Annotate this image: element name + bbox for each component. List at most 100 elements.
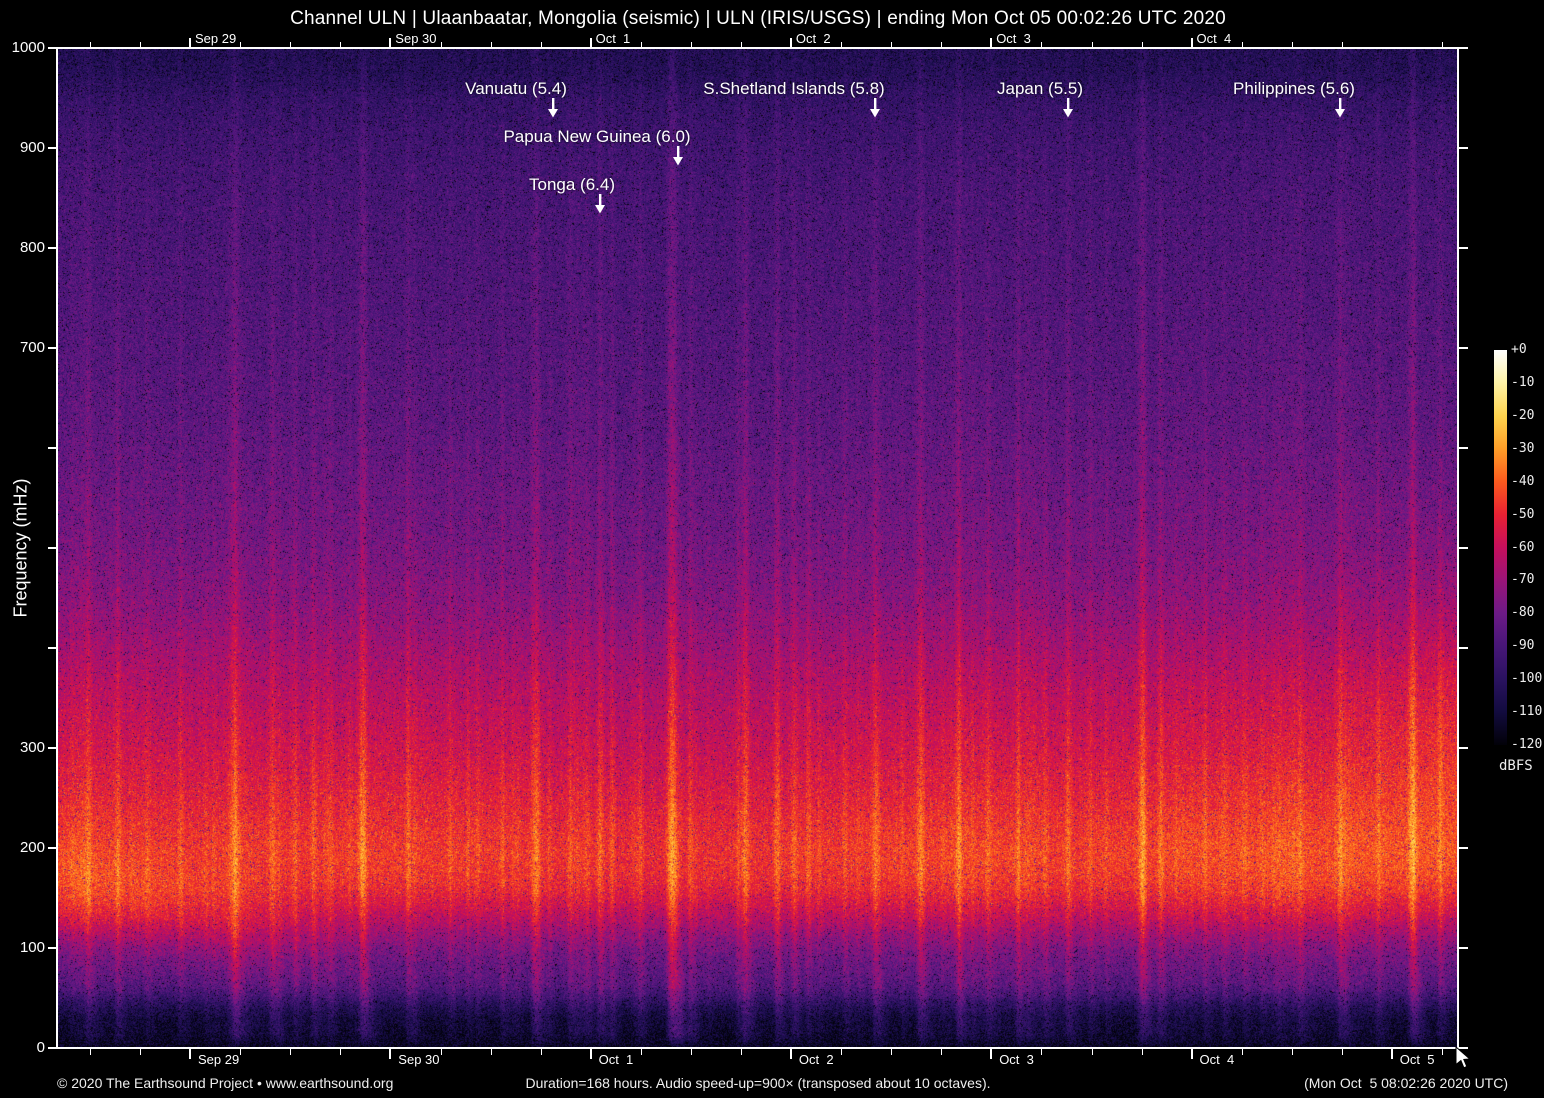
y-tick: [48, 847, 57, 849]
y-tick: [48, 947, 57, 949]
x-tick-major: [990, 38, 993, 48]
x-tick-minor: [1241, 1049, 1243, 1055]
x-tick-label: Sep 29: [198, 1052, 240, 1067]
y-tick: [48, 247, 57, 249]
y-tick: [48, 147, 57, 149]
y-tick-label: 900: [19, 139, 45, 156]
x-tick-minor: [690, 1049, 692, 1055]
x-tick-label: Oct 3: [996, 31, 1031, 46]
x-tick-label: Sep 29: [195, 31, 237, 46]
x-tick-minor: [1442, 42, 1444, 48]
colorbar-tick-label: -10: [1511, 374, 1535, 390]
x-tick-label: Oct 4: [1196, 31, 1232, 46]
footer-copyright: © 2020 The Earthsound Project • www.eart…: [57, 1075, 394, 1091]
colorbar-tick-label: -80: [1511, 605, 1535, 621]
x-tick-minor: [740, 1049, 742, 1055]
y-tick: [48, 547, 57, 549]
colorbar-tick-label: -50: [1511, 506, 1535, 522]
colorbar-gradient: [1494, 350, 1507, 745]
x-tick-major: [389, 38, 392, 48]
x-tick-label: Oct 5: [1399, 1052, 1435, 1067]
footer-render-time: (Mon Oct 5 08:02:26 2020 UTC): [1304, 1075, 1508, 1091]
x-tick-major: [1190, 38, 1193, 48]
spectrogram-canvas: [57, 48, 1459, 1049]
y-tick-label: 200: [19, 839, 45, 856]
y-tick: [1459, 847, 1468, 849]
quake-arrow-icon: [869, 98, 881, 123]
colorbar-tick-label: -60: [1511, 539, 1535, 555]
x-tick-label: Oct 1: [595, 31, 631, 46]
colorbar-unit-label: dBFS: [1499, 758, 1533, 774]
y-tick: [1459, 447, 1468, 449]
y-axis-label: Frequency (mHz): [10, 478, 31, 618]
quake-arrow-icon: [672, 146, 684, 171]
x-tick-label: Oct 4: [1199, 1052, 1235, 1067]
x-tick-minor: [1291, 42, 1293, 48]
x-tick-minor: [540, 1049, 542, 1055]
x-tick-label: Sep 30: [395, 31, 437, 46]
colorbar-tick-label: -90: [1511, 638, 1535, 654]
x-tick-minor: [440, 42, 442, 48]
quake-annotation: Tonga (6.4): [529, 175, 615, 194]
colorbar-tick-label: -70: [1511, 572, 1535, 588]
footer-duration: Duration=168 hours. Audio speed-up=900× …: [525, 1075, 991, 1091]
y-tick-label: 800: [19, 239, 45, 256]
x-tick-minor: [240, 1049, 242, 1055]
y-tick: [1459, 747, 1468, 749]
x-tick-major: [189, 38, 191, 48]
y-tick: [1459, 47, 1468, 49]
colorbar-tick-label: -30: [1511, 440, 1535, 456]
quake-arrow-icon: [1062, 98, 1074, 123]
x-tick-minor: [640, 42, 642, 48]
x-tick-major: [789, 1049, 792, 1059]
x-tick-minor: [841, 42, 843, 48]
x-tick-label: Sep 30: [398, 1052, 440, 1067]
y-tick: [1459, 1047, 1468, 1049]
x-tick-label: Oct 3: [999, 1052, 1034, 1067]
quake-annotation: Japan (5.5): [997, 79, 1083, 98]
x-tick-minor: [1341, 42, 1343, 48]
x-tick-minor: [1141, 1049, 1143, 1055]
y-tick: [48, 747, 57, 749]
x-tick-major: [789, 38, 792, 48]
colorbar-tick-label: +0: [1511, 342, 1527, 357]
y-tick: [1459, 147, 1468, 149]
x-tick-minor: [90, 42, 91, 48]
x-tick-minor: [941, 42, 943, 48]
colorbar-tick-label: -100: [1511, 671, 1543, 687]
x-tick-minor: [290, 1049, 292, 1055]
x-tick-minor: [1041, 1049, 1043, 1055]
y-tick: [1459, 547, 1468, 549]
x-tick-minor: [1241, 42, 1243, 48]
x-tick-minor: [740, 42, 742, 48]
quake-arrow-icon: [594, 194, 606, 219]
quake-annotation: Papua New Guinea (6.0): [503, 127, 691, 146]
colorbar-tick-label: -20: [1511, 407, 1535, 423]
y-tick: [1459, 347, 1468, 349]
y-tick: [48, 347, 57, 349]
x-tick-minor: [1291, 1049, 1293, 1055]
y-tick: [48, 1047, 57, 1049]
x-tick-minor: [1442, 1049, 1444, 1055]
x-tick-minor: [340, 1049, 342, 1055]
x-tick-minor: [841, 1049, 843, 1055]
y-tick: [48, 447, 57, 449]
x-tick-minor: [1091, 1049, 1093, 1055]
x-tick-major: [1190, 1049, 1193, 1059]
x-tick-label: Oct 2: [795, 31, 831, 46]
page-title: Channel ULN | Ulaanbaatar, Mongolia (sei…: [290, 8, 1226, 29]
colorbar-tick-label: -40: [1511, 473, 1535, 489]
x-tick-major: [1390, 1049, 1393, 1059]
x-tick-minor: [540, 42, 542, 48]
x-tick-minor: [941, 1049, 943, 1055]
x-tick-minor: [490, 1049, 492, 1055]
x-tick-label: Oct 1: [598, 1052, 634, 1067]
quake-annotation: Vanuatu (5.4): [465, 79, 567, 98]
y-tick: [1459, 647, 1468, 649]
colorbar-tick-label: -120: [1511, 737, 1543, 752]
y-tick-label: 100: [19, 939, 45, 956]
y-tick: [1459, 247, 1468, 249]
x-tick-major: [389, 1049, 392, 1059]
x-tick-minor: [90, 1049, 91, 1055]
y-tick-label: 700: [19, 339, 45, 356]
